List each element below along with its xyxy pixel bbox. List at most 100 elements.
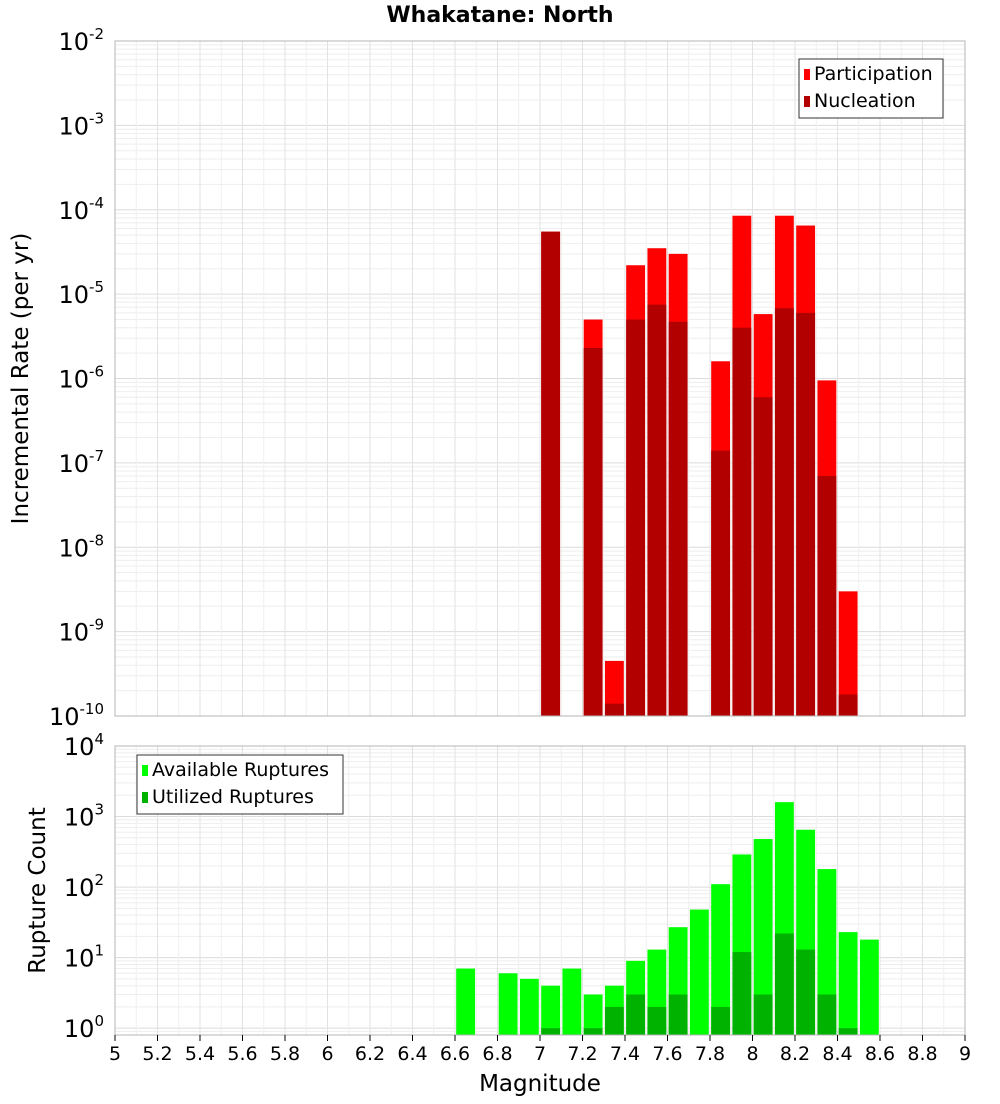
rate-panel-bars — [541, 215, 858, 717]
count-panel-bar-series1 — [859, 939, 879, 1035]
rate-panel-bar-series2 — [541, 231, 561, 716]
count-panel-bar-series1 — [562, 968, 582, 1035]
y-tick-label: 10-3 — [58, 109, 104, 140]
rate-y-axis-label: Incremental Rate (per yr) — [8, 233, 34, 525]
count-panel-bar-series1 — [519, 978, 539, 1035]
y-tick-label: 102 — [64, 871, 104, 902]
count-y-axis-label: Rupture Count — [25, 807, 51, 973]
count-panel-legend: Available Ruptures Utilized Ruptures — [136, 754, 344, 815]
rate-panel-bar-series2 — [604, 703, 624, 716]
y-tick-label: 101 — [64, 942, 104, 973]
count-panel-bar-series2 — [626, 994, 646, 1035]
rate-panel-y-ticks: 10-10 10-9 10-8 10-7 10-6 10-5 10-4 10-3 10-2 — [49, 25, 104, 731]
x-axis-ticks: 5 5.2 5.4 5.6 5.8 6 6.2 6.4 6.6 6.8 7 7.2 7.4 7.6 7.8 8… — [109, 1035, 971, 1065]
legend-label: Utilized Ruptures — [152, 786, 314, 808]
count-panel-bar-series2 — [647, 1006, 667, 1035]
legend-swatch — [142, 792, 148, 803]
x-tick-label: 7 — [534, 1043, 546, 1065]
x-tick-label: 5 — [109, 1043, 121, 1065]
x-tick-label: 6.2 — [355, 1043, 385, 1065]
count-panel-bar-series2 — [668, 994, 688, 1035]
legend-swatch — [142, 765, 148, 776]
count-panel-y-ticks: 100 101 102 103 104 — [64, 730, 104, 1043]
y-tick-label: 103 — [64, 801, 104, 832]
count-panel-bar-series2 — [753, 994, 773, 1035]
count-panel-bar-series2 — [838, 1028, 858, 1035]
count-panel-bar-series2 — [817, 994, 837, 1035]
rate-panel-bar-series2 — [647, 304, 667, 716]
rate-panel-bar-series1 — [838, 591, 858, 716]
legend-label: Nucleation — [814, 90, 916, 112]
rate-panel-frame — [114, 40, 966, 717]
x-axis-label: Magnitude — [479, 1071, 601, 1097]
y-tick-label: 10-7 — [58, 447, 104, 478]
count-panel-bar-series1 — [583, 994, 603, 1035]
y-tick-label: 10-5 — [58, 278, 104, 309]
x-tick-label: 8.4 — [822, 1043, 852, 1065]
count-panel-bar-series1 — [541, 985, 561, 1035]
count-panel-bars — [456, 802, 879, 1035]
legend-label: Available Ruptures — [152, 759, 329, 781]
count-panel-bar-series1 — [838, 932, 858, 1035]
chart-title: Whakatane: North — [386, 3, 613, 28]
rate-panel-bar-series2 — [732, 327, 752, 716]
x-tick-label: 6 — [321, 1043, 333, 1065]
x-tick-label: 6.4 — [397, 1043, 427, 1065]
count-panel-bar-series1 — [753, 839, 773, 1035]
y-tick-label: 10-9 — [58, 616, 104, 647]
rate-panel-bar-series2 — [796, 312, 816, 716]
count-panel-bar-series1 — [456, 968, 476, 1035]
x-tick-label: 7.6 — [652, 1043, 682, 1065]
count-panel-bar-series1 — [498, 973, 518, 1035]
y-tick-label: 10-4 — [58, 194, 104, 225]
rate-panel-legend: Participation Nucleation — [798, 58, 944, 119]
x-tick-label: 5.4 — [185, 1043, 215, 1065]
y-tick-label: 10-8 — [58, 531, 104, 562]
rate-panel-bar-series2 — [774, 308, 794, 716]
x-tick-label: 8.6 — [865, 1043, 895, 1065]
count-panel-bar-series2 — [732, 952, 752, 1035]
x-tick-label: 5.8 — [270, 1043, 300, 1065]
y-tick-label: 10-10 — [49, 700, 104, 731]
x-tick-label: 5.6 — [227, 1043, 257, 1065]
x-tick-label: 7.4 — [610, 1043, 640, 1065]
rate-panel-bar-series2 — [753, 397, 773, 716]
count-panel-bar-series2 — [796, 949, 816, 1035]
legend-box — [798, 58, 944, 119]
x-tick-label: 7.2 — [567, 1043, 597, 1065]
rate-panel-bar-series2 — [711, 450, 731, 716]
y-tick-label: 104 — [64, 730, 104, 761]
count-panel-bar-series1 — [711, 884, 731, 1035]
legend-swatch — [804, 69, 810, 80]
legend-swatch — [804, 96, 810, 107]
rate-panel-grid — [114, 41, 966, 717]
x-tick-label: 9 — [959, 1043, 971, 1065]
x-tick-label: 8.8 — [907, 1043, 937, 1065]
count-panel-bar-series2 — [541, 1028, 561, 1035]
y-tick-label: 10-6 — [58, 363, 104, 394]
rate-panel-bar-series2 — [626, 319, 646, 716]
x-tick-label: 6.8 — [482, 1043, 512, 1065]
x-tick-label: 8 — [746, 1043, 758, 1065]
count-panel-bar-series2 — [604, 1006, 624, 1035]
rate-panel-bar-series2 — [668, 321, 688, 716]
x-tick-label: 6.6 — [440, 1043, 470, 1065]
y-tick-label: 10-2 — [58, 25, 104, 56]
x-tick-label: 8.2 — [780, 1043, 810, 1065]
count-panel-bar-series2 — [583, 1028, 603, 1035]
x-tick-label: 7.8 — [695, 1043, 725, 1065]
rate-panel-bar-series2 — [817, 475, 837, 716]
count-panel-bar-series1 — [817, 869, 837, 1035]
rate-panel-bar-series1 — [604, 660, 624, 716]
y-tick-label: 100 — [64, 1012, 104, 1043]
x-tick-label: 5.2 — [142, 1043, 172, 1065]
count-panel-bar-series2 — [711, 1006, 731, 1035]
rate-panel-bar-series2 — [838, 694, 858, 716]
rate-panel-bar-series2 — [583, 347, 603, 716]
legend-label: Participation — [814, 63, 933, 85]
legend-box — [136, 754, 344, 815]
count-panel-bar-series2 — [774, 933, 794, 1035]
count-panel-bar-series1 — [689, 909, 709, 1035]
